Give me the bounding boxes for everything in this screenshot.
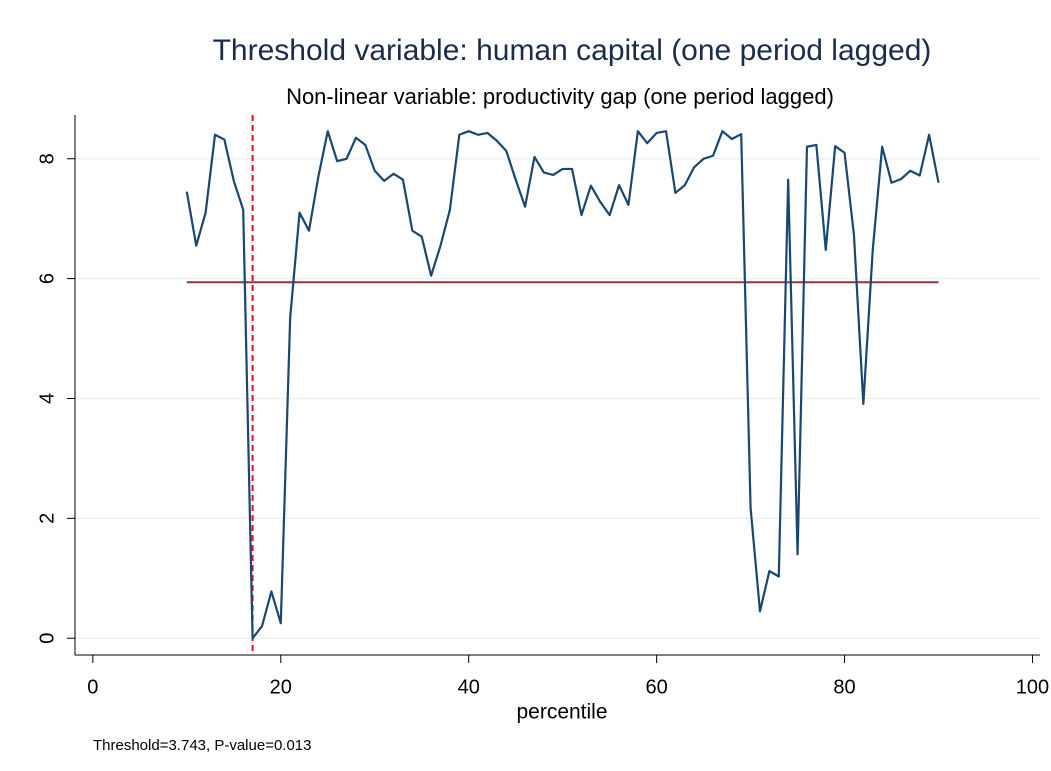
y-tick-label: 2	[36, 513, 58, 524]
y-tick-label: 8	[36, 153, 58, 164]
footnote: Threshold=3.743, P-value=0.013	[93, 737, 312, 754]
x-tick-label: 0	[87, 676, 98, 698]
x-tick-label: 80	[833, 676, 855, 698]
y-tick-label: 0	[36, 633, 58, 644]
x-tick-label: 100	[1016, 676, 1049, 698]
data-line	[185, 130, 940, 640]
y-tick-label: 4	[36, 393, 58, 404]
chart-subtitle: Non-linear variable: productivity gap (o…	[286, 84, 834, 109]
y-tick-label: 6	[36, 273, 58, 284]
x-tick-label: 60	[646, 676, 668, 698]
chart-title: Threshold variable: human capital (one p…	[213, 34, 932, 67]
x-axis-label: percentile	[516, 701, 607, 724]
x-tick-label: 20	[270, 676, 292, 698]
x-tick-label: 40	[458, 676, 480, 698]
